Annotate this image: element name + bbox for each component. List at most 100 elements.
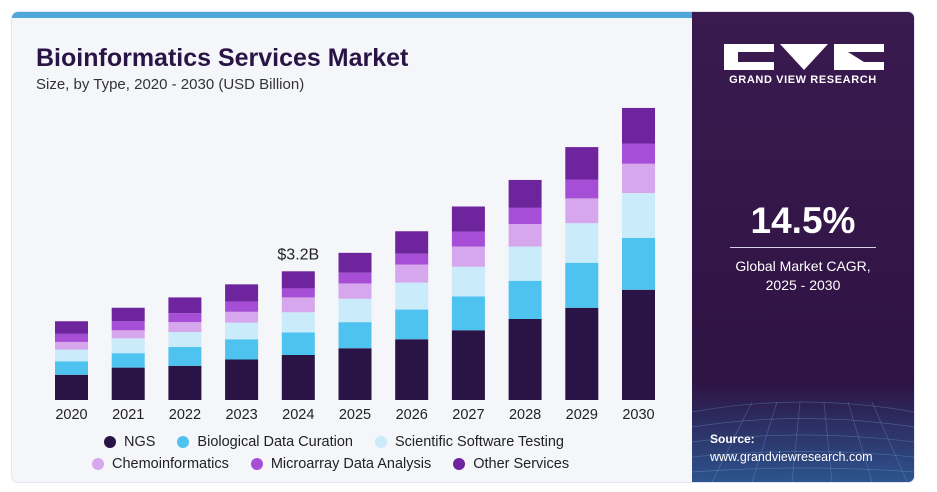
cagr-divider — [730, 247, 876, 248]
bar-segment-2029-microarray-data-analysis — [565, 179, 599, 199]
bar-segment-2027-chemoinformatics — [451, 246, 485, 267]
bar-segment-2023-chemoinformatics — [225, 311, 259, 323]
stacked-bar-chart: 2020 2021 2022 2023 2024 $3.2B 2025 2026 2027 202… — [55, 107, 655, 423]
bar-segment-2020-microarray-data-analysis — [55, 333, 88, 342]
bar-segment-2028-ngs — [508, 319, 542, 400]
grand-view-research-logo — [724, 44, 884, 70]
x-tick-label-2026: 2026 — [396, 407, 428, 423]
brand-panel: GRAND VIEW RESEARCH 14.5% Global Market … — [692, 12, 914, 482]
legend-swatch-chemoinformatics — [92, 458, 104, 470]
bar-segment-2030-other-services — [622, 107, 655, 144]
bar-segment-2030-chemoinformatics — [622, 163, 655, 193]
bar-segment-2021-other-services — [111, 307, 145, 322]
bar-segment-2026-ngs — [395, 339, 429, 400]
bar-segment-2023-other-services — [225, 284, 259, 302]
bar-segment-2021-chemoinformatics — [111, 330, 145, 339]
bar-segment-2026-microarray-data-analysis — [395, 253, 429, 265]
cagr-value: 14.5% — [750, 200, 856, 241]
bar-segment-2026-biological-data-curation — [395, 309, 429, 340]
chart-title: Bioinformatics Services Market — [36, 44, 409, 72]
bar-segment-2020-ngs — [55, 374, 88, 400]
bar-segment-2028-chemoinformatics — [508, 224, 542, 247]
legend-item-chemoinformatics: Chemoinformatics — [92, 456, 229, 472]
bar-segment-2022-scientific-software-testing — [168, 332, 202, 347]
x-tick-label-2022: 2022 — [169, 407, 201, 423]
legend-label-chemoinformatics: Chemoinformatics — [112, 456, 229, 472]
bar-segment-2027-biological-data-curation — [451, 296, 485, 331]
bar-segment-2030-scientific-software-testing — [622, 193, 655, 238]
bar-segment-2026-chemoinformatics — [395, 264, 429, 283]
bar-segment-2022-other-services — [168, 297, 202, 314]
x-tick-label-2030: 2030 — [622, 407, 654, 423]
legend-item-scientific-software-testing: Scientific Software Testing — [374, 434, 564, 450]
x-tick-label-2028: 2028 — [509, 407, 541, 423]
bar-segment-2029-other-services — [565, 147, 599, 180]
cagr-label-line1: Global Market CAGR, — [735, 258, 871, 274]
legend-item-biological-data-curation: Biological Data Curation — [177, 434, 353, 450]
bar-segment-2024-other-services — [281, 271, 315, 289]
legend-item-ngs: NGS — [104, 434, 155, 450]
brand-name: GRAND VIEW RESEARCH — [729, 74, 877, 86]
bar-segment-2027-scientific-software-testing — [451, 266, 485, 297]
source-url: www.grandviewresearch.com — [710, 450, 873, 464]
bar-segment-2024-biological-data-curation — [281, 332, 315, 355]
bar-segment-2020-scientific-software-testing — [55, 349, 88, 362]
bar-segment-2020-chemoinformatics — [55, 341, 88, 350]
bar-segment-2029-biological-data-curation — [565, 262, 599, 308]
x-tick-label-2024: 2024 — [282, 407, 314, 423]
bar-segment-2030-biological-data-curation — [622, 238, 655, 290]
bar-segment-2022-ngs — [168, 365, 202, 400]
bar-segment-2024-scientific-software-testing — [281, 312, 315, 333]
bar-segment-2028-other-services — [508, 179, 542, 208]
bar-segment-2027-ngs — [451, 330, 485, 400]
bar-segment-2028-scientific-software-testing — [508, 246, 542, 281]
legend-swatch-ngs — [104, 436, 116, 448]
x-tick-label-2020: 2020 — [55, 407, 87, 423]
bar-segment-2021-microarray-data-analysis — [111, 321, 145, 331]
source-label: Source: — [710, 432, 755, 446]
bar-segment-2025-biological-data-curation — [338, 322, 372, 349]
bar-segment-2027-microarray-data-analysis — [451, 231, 485, 247]
infographic-card: Bioinformatics Services Market Size, by … — [12, 12, 914, 482]
bar-segment-2020-biological-data-curation — [55, 361, 88, 375]
bar-segment-2023-biological-data-curation — [225, 339, 259, 360]
bar-segment-2022-microarray-data-analysis — [168, 313, 202, 323]
legend-row-1: NGS Biological Data Curation Scientific … — [104, 434, 586, 450]
legend-swatch-biological-data-curation — [177, 436, 190, 448]
bar-segment-2021-biological-data-curation — [111, 353, 145, 368]
decorative-grid — [692, 382, 914, 482]
legend-item-microarray-data-analysis: Microarray Data Analysis — [250, 456, 432, 472]
bar-segment-2025-ngs — [338, 348, 372, 400]
bar-segment-2025-microarray-data-analysis — [338, 272, 372, 284]
bar-segment-2029-chemoinformatics — [565, 198, 599, 224]
bar-segment-2025-other-services — [338, 252, 372, 273]
legend-swatch-scientific-software-testing — [374, 436, 387, 448]
bar-segment-2021-ngs — [111, 367, 145, 400]
bar-segment-2024-chemoinformatics — [281, 297, 315, 313]
bar-segment-2025-scientific-software-testing — [338, 298, 372, 323]
cagr-label-line2: 2025 - 2030 — [765, 277, 841, 293]
bar-segment-2022-chemoinformatics — [168, 322, 202, 333]
data-label-2024: $3.2B — [277, 246, 319, 263]
bar-segment-2030-ngs — [622, 289, 655, 400]
x-tick-label-2025: 2025 — [339, 407, 371, 423]
bar-segment-2028-microarray-data-analysis — [508, 207, 542, 225]
bar-segment-2025-chemoinformatics — [338, 283, 372, 299]
bar-segment-2026-other-services — [395, 231, 429, 254]
legend-label-scientific-software-testing: Scientific Software Testing — [394, 434, 564, 450]
legend-item-other-services: Other Services — [453, 456, 569, 472]
chart-subtitle: Size, by Type, 2020 - 2030 (USD Billion) — [36, 76, 305, 93]
bar-segment-2024-microarray-data-analysis — [281, 288, 315, 298]
bar-segment-2030-microarray-data-analysis — [622, 143, 655, 164]
bar-segment-2028-biological-data-curation — [508, 280, 542, 319]
bar-segment-2021-scientific-software-testing — [111, 338, 145, 354]
x-tick-label-2029: 2029 — [566, 407, 598, 423]
x-tick-label-2023: 2023 — [225, 407, 257, 423]
x-tick-label-2027: 2027 — [452, 407, 484, 423]
legend-swatch-microarray-data-analysis — [250, 458, 263, 470]
x-tick-label-2021: 2021 — [112, 407, 144, 423]
bar-segment-2022-biological-data-curation — [168, 346, 202, 366]
legend-label-microarray-data-analysis: Microarray Data Analysis — [270, 456, 432, 472]
bar-segment-2020-other-services — [55, 321, 88, 334]
bar-segment-2023-ngs — [225, 359, 259, 400]
